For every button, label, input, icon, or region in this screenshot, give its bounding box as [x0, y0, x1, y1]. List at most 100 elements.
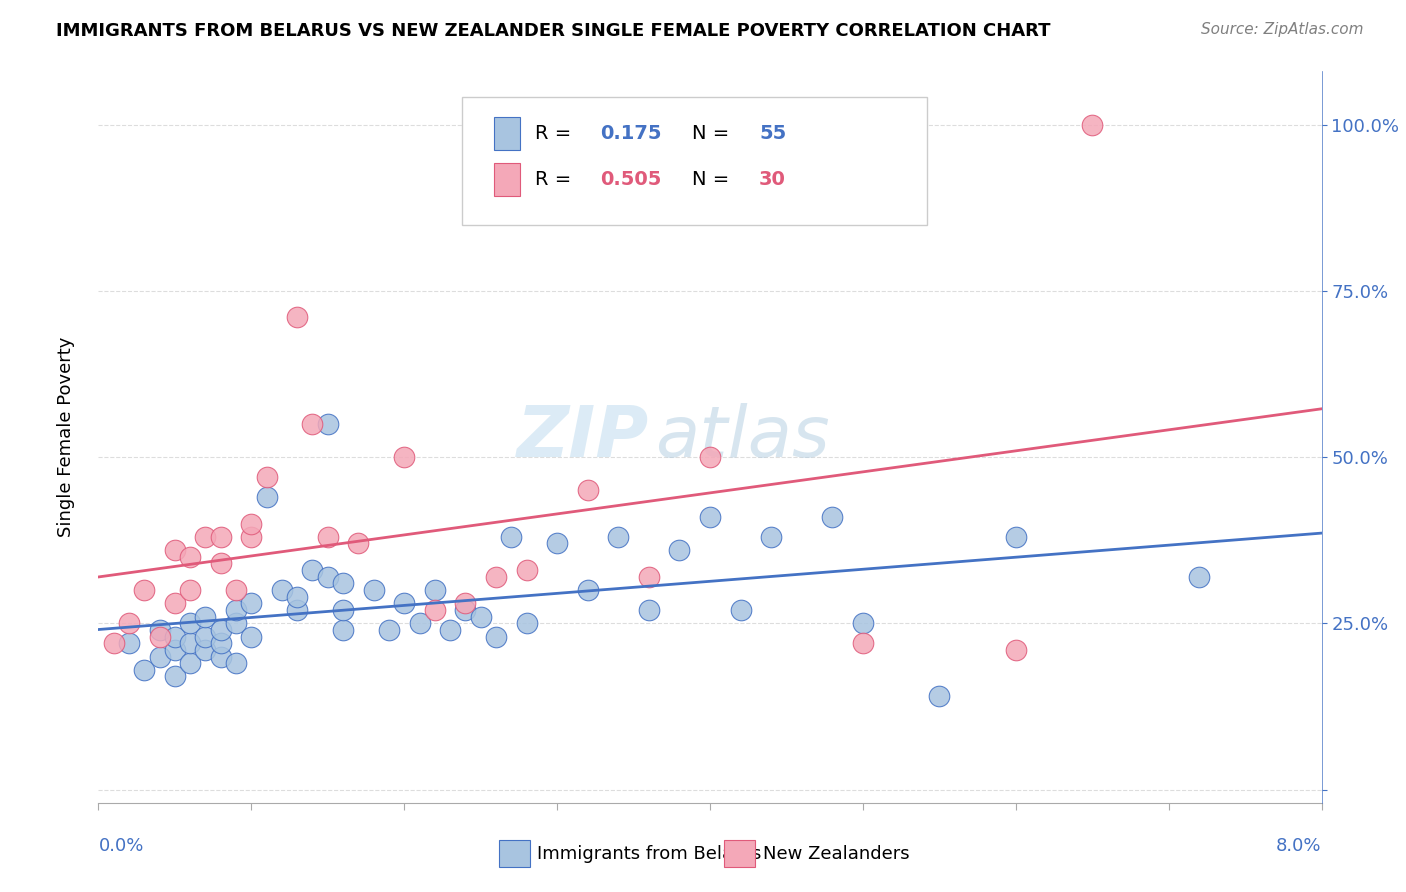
- Point: [209, 623, 232, 637]
- Point: [378, 623, 401, 637]
- Point: [163, 596, 186, 610]
- Point: [179, 656, 201, 670]
- Point: [668, 543, 690, 558]
- Point: [607, 530, 630, 544]
- Point: [423, 603, 446, 617]
- Text: 30: 30: [759, 170, 786, 189]
- Point: [485, 630, 508, 644]
- Point: [439, 623, 461, 637]
- Point: [225, 603, 247, 617]
- Point: [118, 616, 141, 631]
- Point: [454, 603, 477, 617]
- Point: [576, 483, 599, 498]
- Text: atlas: atlas: [655, 402, 830, 472]
- Point: [149, 630, 172, 644]
- Point: [163, 543, 186, 558]
- Point: [163, 669, 186, 683]
- Point: [485, 570, 508, 584]
- FancyBboxPatch shape: [494, 162, 520, 195]
- Point: [134, 582, 156, 597]
- Point: [270, 582, 294, 597]
- Point: [179, 549, 201, 564]
- Point: [316, 570, 339, 584]
- Point: [852, 636, 875, 650]
- Point: [408, 616, 430, 631]
- Point: [179, 636, 201, 650]
- Text: 0.505: 0.505: [600, 170, 661, 189]
- Point: [392, 450, 416, 464]
- Point: [301, 563, 323, 577]
- Point: [285, 603, 308, 617]
- Text: Source: ZipAtlas.com: Source: ZipAtlas.com: [1201, 22, 1364, 37]
- Point: [1188, 570, 1211, 584]
- Text: 0.0%: 0.0%: [98, 837, 143, 855]
- Point: [332, 576, 354, 591]
- Point: [301, 417, 323, 431]
- Point: [285, 590, 308, 604]
- Point: [392, 596, 416, 610]
- Point: [194, 643, 217, 657]
- Text: ZIP: ZIP: [516, 402, 650, 472]
- Point: [470, 609, 492, 624]
- Point: [285, 310, 308, 325]
- Point: [637, 570, 661, 584]
- Point: [149, 649, 172, 664]
- Point: [546, 536, 568, 550]
- Text: R =: R =: [536, 170, 578, 189]
- Point: [423, 582, 446, 597]
- Point: [516, 563, 538, 577]
- Point: [209, 649, 232, 664]
- Text: 55: 55: [759, 124, 786, 143]
- Point: [256, 490, 278, 504]
- Point: [1004, 530, 1026, 544]
- Y-axis label: Single Female Poverty: Single Female Poverty: [56, 337, 75, 537]
- Point: [194, 530, 217, 544]
- Text: R =: R =: [536, 124, 578, 143]
- Point: [332, 603, 354, 617]
- Point: [332, 623, 354, 637]
- Point: [225, 616, 247, 631]
- Point: [103, 636, 125, 650]
- Point: [852, 616, 875, 631]
- Point: [209, 530, 232, 544]
- Text: 8.0%: 8.0%: [1277, 837, 1322, 855]
- Point: [1081, 118, 1104, 132]
- Point: [699, 450, 721, 464]
- Point: [240, 530, 263, 544]
- Point: [179, 582, 201, 597]
- Text: N =: N =: [692, 170, 735, 189]
- Point: [1004, 643, 1026, 657]
- Point: [347, 536, 370, 550]
- Text: New Zealanders: New Zealanders: [763, 845, 910, 863]
- Point: [454, 596, 477, 610]
- Point: [637, 603, 661, 617]
- Text: N =: N =: [692, 124, 735, 143]
- Point: [149, 623, 172, 637]
- Point: [759, 530, 782, 544]
- Point: [730, 603, 752, 617]
- Point: [118, 636, 141, 650]
- Point: [209, 636, 232, 650]
- FancyBboxPatch shape: [461, 97, 927, 225]
- Point: [194, 630, 217, 644]
- Point: [194, 609, 217, 624]
- Point: [134, 663, 156, 677]
- Point: [576, 582, 599, 597]
- Point: [179, 616, 201, 631]
- Point: [821, 509, 844, 524]
- Point: [225, 656, 247, 670]
- Point: [240, 516, 263, 531]
- Point: [699, 509, 721, 524]
- Text: 0.175: 0.175: [600, 124, 661, 143]
- Text: IMMIGRANTS FROM BELARUS VS NEW ZEALANDER SINGLE FEMALE POVERTY CORRELATION CHART: IMMIGRANTS FROM BELARUS VS NEW ZEALANDER…: [56, 22, 1050, 40]
- Point: [363, 582, 385, 597]
- Point: [501, 530, 523, 544]
- Point: [225, 582, 247, 597]
- Point: [316, 417, 339, 431]
- Point: [209, 557, 232, 571]
- FancyBboxPatch shape: [494, 117, 520, 150]
- Point: [256, 470, 278, 484]
- Point: [240, 596, 263, 610]
- Point: [516, 616, 538, 631]
- Point: [240, 630, 263, 644]
